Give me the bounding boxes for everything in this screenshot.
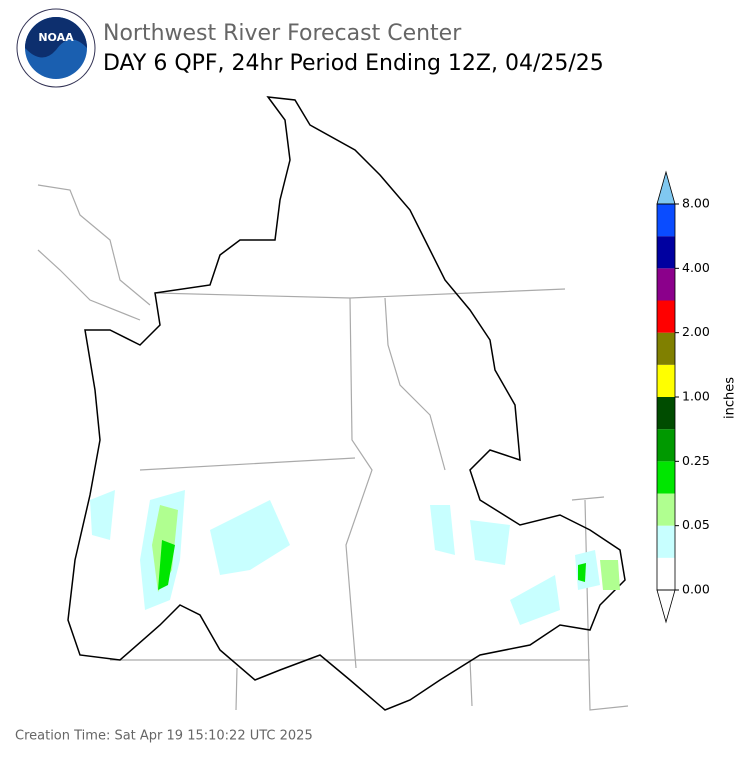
colorbar-bin	[657, 364, 675, 397]
colorbar: 0.00 0.05 0.25 1.00 2.00 4.00 8.00	[656, 170, 710, 624]
map	[37, 96, 629, 711]
precip	[90, 490, 620, 625]
colorbar-bin	[657, 332, 675, 365]
colorbar-tick-label: 0.25	[682, 453, 710, 468]
colorbar-bin	[657, 493, 675, 526]
colorbar-bin	[657, 236, 675, 269]
colorbar-tick-label: 0.05	[682, 517, 710, 532]
colorbar-bin	[657, 557, 675, 590]
logo: NOAA	[16, 8, 96, 88]
colorbar-bin	[657, 525, 675, 558]
creation-time: Creation Time: Sat Apr 19 15:10:22 UTC 2…	[15, 729, 313, 744]
logo-text: NOAA	[38, 31, 74, 44]
colorbar-bin	[657, 300, 675, 333]
colorbar-tick-label: 8.00	[682, 196, 710, 211]
colorbar-tick-label: 0.00	[682, 582, 710, 597]
title: DAY 6 QPF, 24hr Period Ending 12Z, 04/25…	[103, 51, 604, 76]
colorbar-bin	[657, 204, 675, 237]
colorbar-tick-label: 1.00	[682, 389, 710, 404]
colorbar-bin	[657, 268, 675, 301]
state-lines	[110, 288, 629, 711]
colorbar-bin	[657, 461, 675, 494]
colorbar-bin	[657, 429, 675, 462]
agency: Northwest River Forecast Center	[103, 21, 462, 46]
colorbar-over	[656, 170, 676, 205]
colorbar-bin	[657, 397, 675, 430]
basin-outline	[67, 96, 626, 711]
colorbar-tick-label: 2.00	[682, 324, 710, 339]
coastline	[37, 184, 151, 321]
colorbar-label: inches	[723, 377, 738, 419]
colorbar-tick-label: 4.00	[682, 260, 710, 275]
colorbar-under	[656, 589, 676, 624]
